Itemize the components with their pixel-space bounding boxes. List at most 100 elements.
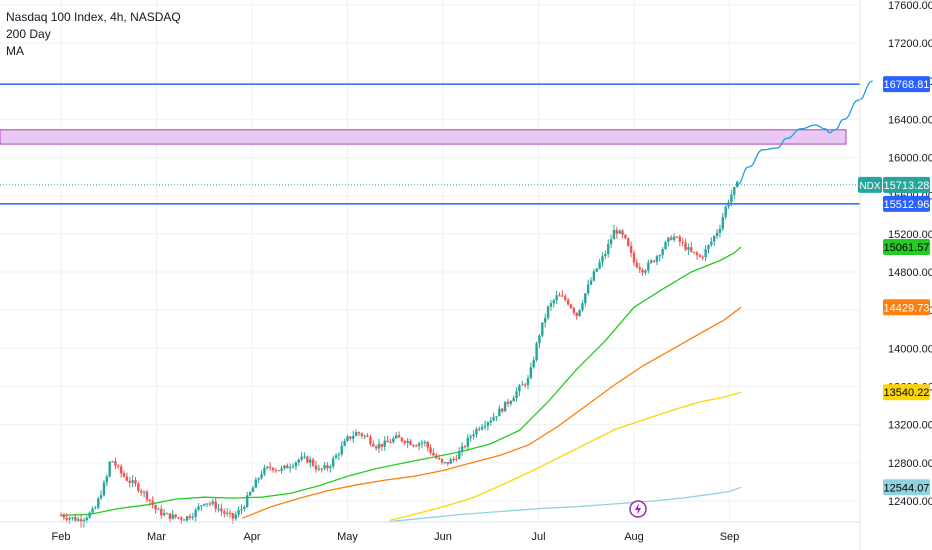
candle-body	[114, 461, 117, 466]
candle-body	[406, 440, 409, 443]
candle-body	[125, 476, 129, 481]
price-label: 13540.22	[884, 387, 930, 399]
candle-body	[695, 252, 699, 256]
candle-body	[707, 244, 710, 250]
candle-body	[598, 262, 601, 269]
candle-body	[661, 249, 664, 256]
candle-body	[117, 465, 120, 467]
candle-body	[572, 308, 576, 313]
candle-body	[472, 434, 475, 437]
price-label-bg	[883, 176, 930, 193]
candle-body	[675, 236, 679, 238]
candle-body	[429, 447, 432, 453]
candle-body	[68, 518, 71, 520]
price-label: 15512.96	[884, 199, 930, 211]
y-tick-label: 14800.00	[888, 267, 932, 279]
candle-body	[122, 473, 126, 477]
symbol-tag-bg	[858, 176, 882, 193]
candle-body	[730, 194, 733, 203]
candle-body	[191, 516, 194, 518]
candle-body	[334, 455, 338, 459]
price-label: 16768.81	[884, 79, 930, 91]
candle-body	[483, 425, 487, 427]
y-tick-label: 17200.00	[888, 38, 932, 50]
candle-body	[217, 508, 220, 510]
candle-body	[99, 495, 103, 499]
x-tick-label: Sep	[720, 531, 740, 543]
candle-body	[289, 467, 292, 469]
candle-body	[452, 458, 455, 460]
moving-average-line	[60, 246, 742, 516]
price-label-bg	[883, 384, 930, 401]
x-tick-label: Jul	[531, 531, 545, 543]
candle-body	[185, 516, 189, 521]
candle-body	[526, 378, 530, 386]
price-label: 15061.57	[884, 242, 930, 254]
candle-body	[655, 256, 659, 262]
candle-body	[76, 519, 80, 521]
candle-body	[480, 426, 484, 430]
price-label-bg	[883, 195, 930, 212]
x-tick-label: Apr	[243, 531, 260, 543]
candle-body	[495, 416, 498, 418]
candle-body	[105, 476, 109, 483]
candle-body	[372, 443, 375, 447]
candle-body	[518, 385, 521, 392]
candle-body	[311, 459, 315, 466]
price-label-bg	[883, 76, 930, 93]
candle-body	[246, 495, 249, 508]
candle-body	[369, 436, 372, 444]
candle-body	[102, 482, 106, 496]
candle-body	[489, 420, 492, 423]
candle-body	[168, 513, 172, 519]
candle-body	[621, 230, 624, 235]
candle-body	[234, 514, 237, 519]
x-tick-label: Jun	[434, 531, 452, 543]
candle-body	[609, 239, 613, 245]
candle-body	[263, 467, 266, 475]
candle-body	[303, 456, 306, 458]
candle-body	[208, 503, 212, 505]
moving-average-line	[242, 306, 742, 519]
candle-body	[268, 466, 272, 468]
candle-body	[326, 465, 329, 469]
candle-body	[601, 256, 604, 263]
price-label: 15713.28	[884, 180, 930, 192]
candle-body	[251, 487, 255, 492]
candle-body	[724, 206, 727, 218]
candle-body	[463, 446, 467, 448]
candle-body	[228, 512, 232, 514]
candle-body	[589, 280, 593, 285]
candle-body	[88, 512, 91, 518]
candle-body	[194, 509, 197, 517]
candle-body	[111, 461, 114, 463]
candle-body	[584, 293, 587, 304]
candle-body	[498, 408, 501, 417]
candle-body	[432, 452, 435, 456]
candle-body	[658, 255, 661, 257]
candle-body	[223, 511, 226, 514]
candle-body	[538, 335, 541, 344]
candle-body	[97, 498, 100, 508]
candle-body	[632, 252, 636, 263]
candle-body	[521, 384, 524, 386]
candle-body	[692, 251, 696, 253]
candle-body	[578, 309, 581, 316]
candle-body	[684, 242, 687, 250]
candle-body	[423, 442, 427, 444]
candle-body	[389, 442, 392, 444]
candle-body	[200, 505, 203, 507]
candle-body	[395, 435, 398, 439]
candle-body	[710, 241, 713, 245]
candle-body	[231, 513, 235, 519]
candle-body	[79, 519, 83, 523]
candle-body	[131, 480, 134, 483]
candle-body	[690, 247, 693, 252]
candle-body	[300, 456, 303, 460]
candle-body	[203, 503, 206, 506]
candle-body	[329, 466, 332, 469]
candle-body	[392, 438, 395, 443]
candle-body	[220, 508, 223, 512]
